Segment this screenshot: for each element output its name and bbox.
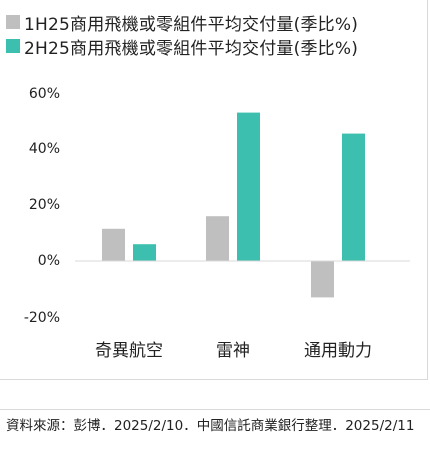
bar-chart: 60% 40% 20% 0% -20% 奇異航空 雷神 通用動力: [24, 86, 410, 361]
bar-1h25-1: [206, 216, 229, 261]
footer-divider: [0, 409, 430, 410]
legend-swatch-1h25: [6, 15, 20, 29]
legend-item-1h25: 1H25商用飛機或零組件平均交付量(季比%): [6, 10, 359, 35]
source-note: 資料來源：彭博．2025/2/10．中國信託商業銀行整理．2025/2/11: [6, 418, 415, 434]
legend-item-2h25: 2H25商用飛機或零組件平均交付量(季比%): [6, 34, 359, 59]
chart-frame: [0, 0, 428, 380]
legend-swatch-2h25: [6, 39, 20, 53]
chart-legend: 1H25商用飛機或零組件平均交付量(季比%) 2H25商用飛機或零組件平均交付量…: [6, 10, 359, 59]
legend-label-2h25: 2H25商用飛機或零組件平均交付量(季比%): [24, 38, 359, 59]
category-label: 奇異航空: [95, 341, 163, 361]
bar-1h25-0: [102, 228, 125, 261]
y-tick-label: 60%: [29, 86, 60, 102]
bar-2h25-0: [133, 244, 156, 261]
y-tick-label: 0%: [38, 253, 60, 269]
bar-2h25-2: [342, 133, 365, 261]
y-tick-label: 20%: [29, 197, 60, 213]
bar-1h25-2: [311, 261, 334, 298]
bar-2h25-1: [237, 112, 260, 261]
category-label: 通用動力: [304, 341, 372, 361]
y-tick-label: 40%: [29, 141, 60, 157]
legend-label-1h25: 1H25商用飛機或零組件平均交付量(季比%): [24, 14, 359, 35]
category-label: 雷神: [216, 341, 250, 361]
y-tick-label: -20%: [24, 310, 60, 326]
